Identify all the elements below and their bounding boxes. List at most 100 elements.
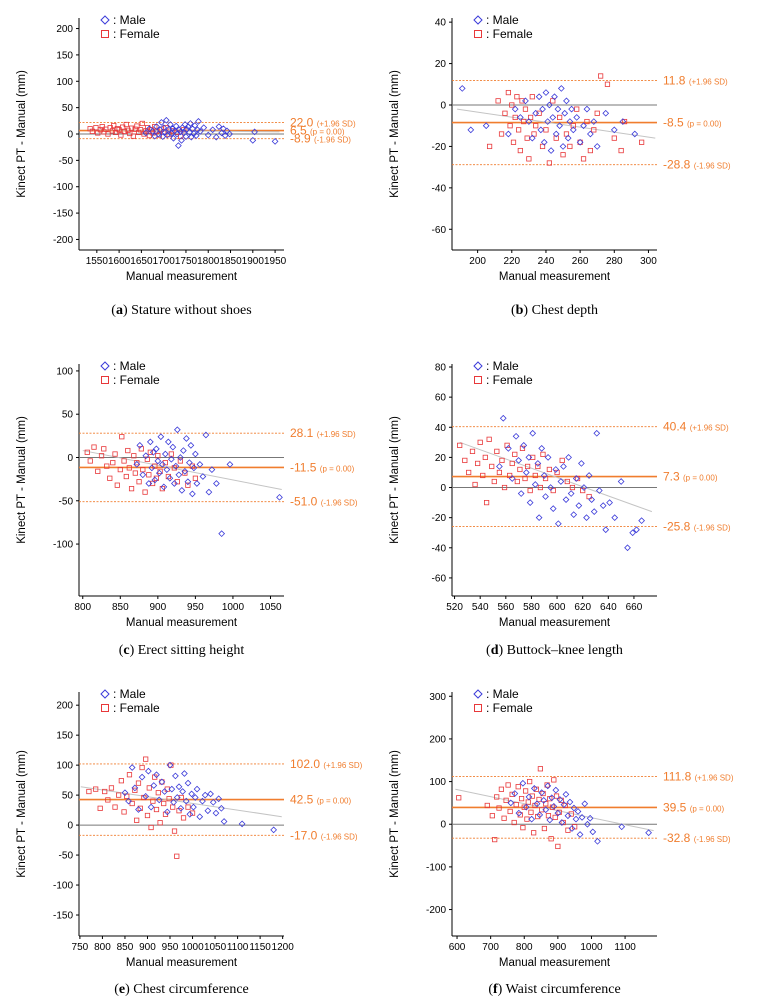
- male-point: [525, 118, 533, 125]
- female-point: [514, 94, 520, 100]
- y-tick-label: 0: [67, 453, 73, 464]
- female-point: [177, 458, 183, 464]
- male-point: [209, 798, 217, 806]
- male-point: [517, 490, 525, 497]
- x-tick-label: 600: [449, 942, 466, 953]
- female-point: [539, 143, 546, 150]
- male-point: [594, 837, 601, 845]
- female-point: [522, 788, 529, 794]
- female-point: [147, 449, 153, 455]
- male-point: [186, 129, 193, 136]
- male-point: [537, 126, 545, 134]
- x-axis-label: Manual measurement: [126, 271, 238, 283]
- legend-male-icon: [473, 15, 483, 25]
- male-point: [169, 443, 177, 451]
- female-point: [513, 802, 519, 808]
- male-point: [184, 478, 192, 486]
- male-point: [458, 85, 466, 92]
- female-point: [480, 472, 486, 479]
- male-point: [588, 496, 596, 503]
- female-point: [123, 473, 129, 480]
- female-point: [516, 127, 522, 133]
- female-point: [559, 457, 565, 464]
- female-point: [146, 132, 153, 139]
- male-point: [172, 122, 180, 130]
- female-point: [502, 110, 508, 116]
- male-point: [158, 461, 166, 468]
- y-axis-label: Kinect PT - Manual (mm): [16, 750, 28, 878]
- x-tick-label: 1750: [175, 256, 198, 267]
- mean-bias-label: 7.3 (p = 0.00): [663, 470, 718, 484]
- trend-line: [459, 441, 653, 513]
- female-point: [185, 804, 191, 810]
- male-point: [178, 136, 185, 144]
- male-point: [188, 790, 196, 798]
- x-tick-label: 200: [469, 256, 486, 267]
- male-point: [572, 475, 580, 482]
- male-point: [538, 444, 546, 452]
- male-point: [520, 441, 528, 449]
- x-axis-label: Manual measurement: [126, 957, 238, 969]
- male-point: [586, 814, 594, 822]
- male-point: [548, 794, 556, 802]
- male-point: [202, 431, 210, 439]
- female-point: [107, 475, 113, 481]
- lower-limit-label: -28.8 (-1.96 SD): [663, 158, 731, 172]
- x-tick-label: 900: [550, 942, 567, 953]
- female-point: [494, 448, 500, 454]
- y-tick-label: -60: [432, 225, 447, 236]
- male-point: [583, 514, 590, 522]
- legend-female-icon: [101, 30, 109, 38]
- male-point: [157, 433, 165, 441]
- male-point: [515, 457, 522, 464]
- male-point: [135, 806, 142, 813]
- female-point: [522, 475, 528, 482]
- female-point: [564, 478, 570, 485]
- male-point: [512, 432, 520, 440]
- male-point: [568, 105, 575, 113]
- male-point: [574, 808, 582, 815]
- male-point: [566, 798, 574, 806]
- male-point: [576, 138, 584, 146]
- male-point: [199, 473, 207, 480]
- x-tick-label: 1000: [181, 942, 204, 953]
- male-point: [182, 133, 190, 141]
- female-point: [159, 779, 165, 785]
- panel-caption: (a) Stature without shoes: [111, 303, 251, 318]
- male-point: [467, 126, 475, 134]
- male-point: [133, 461, 141, 468]
- chart-panel-b: -60 -40 -20 0 20 40 200 220 240 260 280 300 Manual m…: [389, 13, 731, 318]
- female-point: [171, 828, 178, 834]
- male-point: [499, 414, 507, 422]
- male-point: [535, 514, 543, 522]
- male-point: [507, 799, 515, 807]
- female-point: [598, 73, 604, 79]
- y-axis-label: Kinect PT - Manual (mm): [389, 750, 401, 878]
- male-point: [525, 793, 533, 801]
- female-point: [507, 472, 513, 479]
- female-point: [456, 795, 462, 801]
- y-tick-label: 50: [62, 103, 74, 114]
- male-point: [199, 797, 206, 805]
- male-point: [181, 770, 188, 777]
- male-point: [212, 809, 220, 817]
- female-point: [86, 788, 92, 795]
- x-tick-label: 950: [162, 942, 179, 953]
- male-point: [171, 480, 178, 487]
- male-point: [154, 457, 162, 465]
- male-point: [205, 488, 213, 496]
- male-point: [161, 450, 169, 458]
- y-tick-label: 40: [435, 423, 447, 434]
- female-point: [533, 123, 539, 129]
- legend-male-label: : Male: [113, 687, 146, 701]
- female-point: [170, 804, 176, 810]
- female-point: [102, 788, 108, 795]
- male-point: [505, 130, 512, 138]
- male-point: [568, 825, 576, 832]
- female-point: [574, 475, 581, 482]
- male-point: [619, 118, 627, 125]
- male-point: [557, 85, 565, 92]
- x-tick-label: 240: [538, 256, 555, 267]
- female-point: [504, 442, 510, 448]
